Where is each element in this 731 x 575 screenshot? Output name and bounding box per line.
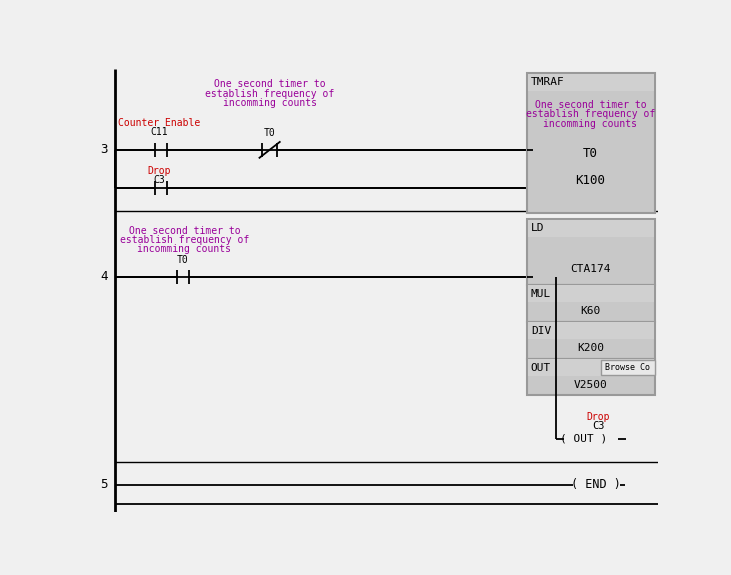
Bar [527, 359, 655, 396]
Text: Drop: Drop [148, 166, 171, 177]
Text: MUL: MUL [531, 289, 551, 299]
Text: K60: K60 [580, 306, 601, 316]
Bar [601, 360, 655, 375]
Text: Drop: Drop [586, 412, 610, 422]
Text: T0: T0 [177, 255, 189, 265]
Text: One second timer to: One second timer to [213, 79, 325, 89]
Text: LD: LD [531, 224, 545, 233]
Text: Counter Enable: Counter Enable [118, 118, 201, 128]
Text: C11: C11 [151, 127, 168, 137]
Text: ( END ): ( END ) [571, 478, 621, 491]
Bar [528, 323, 654, 339]
Text: incomming counts: incomming counts [543, 118, 637, 129]
Text: 4: 4 [100, 270, 107, 283]
Text: T0: T0 [583, 147, 598, 160]
Bar [527, 285, 655, 321]
Text: C3: C3 [592, 421, 605, 431]
Bar [527, 321, 655, 359]
Bar [528, 220, 654, 237]
Text: DIV: DIV [531, 326, 551, 336]
Text: One second timer to: One second timer to [129, 226, 240, 236]
Text: establish frequency of: establish frequency of [120, 235, 249, 245]
Bar [527, 73, 655, 213]
Text: ( OUT ): ( OUT ) [560, 434, 607, 443]
Text: K100: K100 [575, 174, 605, 187]
Text: OUT: OUT [531, 363, 551, 373]
Text: incomming counts: incomming counts [223, 98, 317, 108]
Text: One second timer to: One second timer to [534, 100, 646, 110]
Text: K200: K200 [577, 343, 604, 352]
Text: CTA174: CTA174 [570, 264, 610, 274]
Bar [528, 74, 654, 90]
Text: establish frequency of: establish frequency of [205, 89, 334, 99]
Bar [528, 359, 654, 376]
Text: establish frequency of: establish frequency of [526, 109, 655, 120]
Text: 3: 3 [100, 143, 107, 156]
Text: Browse Co: Browse Co [605, 363, 650, 372]
Text: T0: T0 [264, 128, 276, 138]
Text: V2500: V2500 [574, 380, 607, 390]
Text: TMRAF: TMRAF [531, 77, 564, 87]
Text: C3: C3 [154, 175, 165, 185]
Text: incomming counts: incomming counts [137, 244, 232, 254]
Bar [527, 219, 655, 285]
Bar [528, 285, 654, 302]
Text: 5: 5 [100, 478, 107, 491]
